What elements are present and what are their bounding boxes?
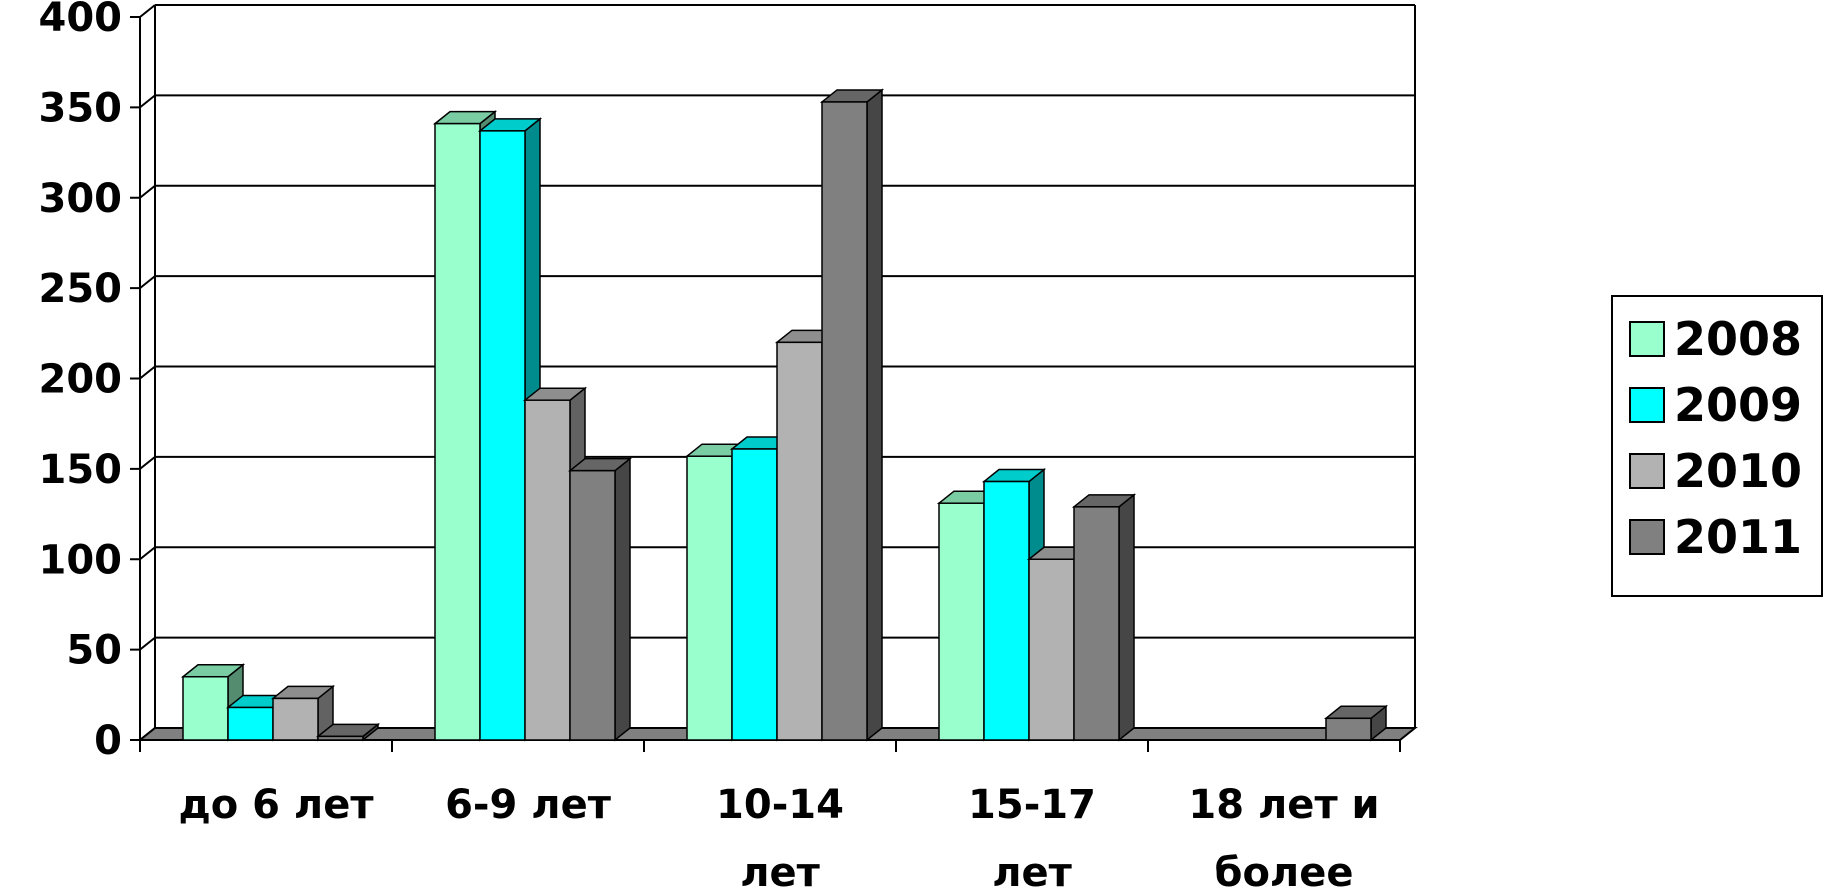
bar-front <box>821 101 868 741</box>
y-tick-label: 350 <box>39 85 123 131</box>
bar-front <box>686 455 733 741</box>
legend-swatch <box>1629 453 1665 489</box>
x-category-label: 10-14 <box>716 782 844 828</box>
bar <box>819 88 885 742</box>
bar-front <box>1073 506 1120 741</box>
x-category-label: лет <box>992 850 1072 892</box>
bar <box>315 722 381 742</box>
bar-front <box>938 502 985 741</box>
bar-front <box>1028 558 1075 741</box>
x-category-label: 6-9 лет <box>445 782 612 828</box>
bar-front <box>479 130 526 741</box>
gridline-connector <box>139 456 156 470</box>
bars <box>180 88 1389 742</box>
y-tick-label: 0 <box>94 718 122 764</box>
x-category-label: более <box>1215 850 1354 892</box>
bar-front <box>569 469 616 741</box>
bar-front <box>434 122 481 741</box>
y-tick-label: 250 <box>39 266 123 312</box>
y-tick-label: 50 <box>66 628 122 674</box>
bar-front <box>272 697 319 741</box>
legend-label: 2008 <box>1674 312 1802 366</box>
y-tick-label: 300 <box>39 176 123 222</box>
legend-swatch <box>1629 321 1665 357</box>
y-tick-label: 200 <box>39 357 123 403</box>
gridline-connector <box>139 94 156 109</box>
x-category-labels: до 6 лет 6-9 лет 10-14 лет 15-17 лет 18 лет и б… <box>178 782 1379 892</box>
bar <box>1071 493 1137 742</box>
bar-front <box>731 448 778 741</box>
bar-side <box>614 457 631 742</box>
bar-front <box>983 480 1030 741</box>
legend-label: 2009 <box>1674 378 1802 432</box>
x-category-label: до 6 лет <box>178 782 374 828</box>
x-category-label: 18 лет и <box>1188 782 1379 828</box>
gridline-connector <box>139 546 156 561</box>
y-tick-label: 400 <box>39 0 123 41</box>
bar-front <box>524 399 571 741</box>
bar <box>270 684 336 742</box>
gridline-connector <box>139 184 156 199</box>
bar-front <box>317 735 364 741</box>
bar <box>567 457 633 742</box>
gridline-connector <box>139 4 156 18</box>
gridline-connector <box>139 275 156 289</box>
y-tick-label: 100 <box>39 537 123 583</box>
bar-side <box>866 88 883 742</box>
y-tick-labels: 0 50 100 150 200 250 300 350 400 <box>39 0 140 764</box>
legend-swatch <box>1629 387 1665 423</box>
gridline-connector <box>139 365 156 380</box>
bar-side <box>1118 493 1135 742</box>
legend-label: 2011 <box>1674 510 1802 564</box>
legend-swatch <box>1629 519 1665 555</box>
legend-label: 2010 <box>1674 444 1802 498</box>
bar-front <box>1325 717 1372 741</box>
bar-front <box>776 341 823 741</box>
bar <box>1323 704 1389 742</box>
gridline-connector <box>139 636 156 651</box>
x-category-label: 15-17 <box>968 782 1096 828</box>
bar-front <box>182 675 229 741</box>
bar-front <box>227 706 274 741</box>
legend: 2008 2009 2010 2011 <box>1611 295 1823 597</box>
x-category-label: лет <box>740 850 820 892</box>
y-tick-label: 150 <box>39 447 123 493</box>
